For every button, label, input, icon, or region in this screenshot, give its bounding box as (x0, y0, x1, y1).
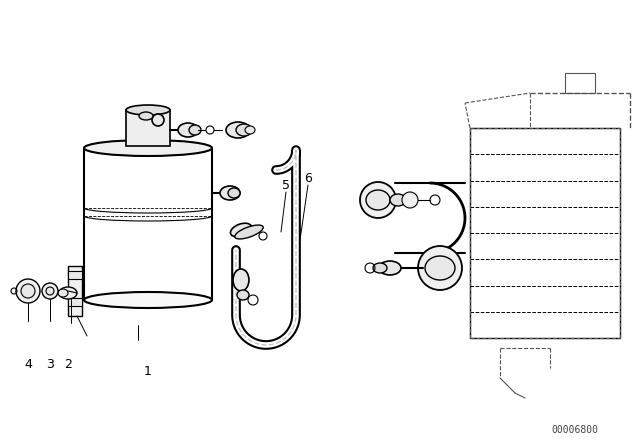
Circle shape (21, 284, 35, 298)
Bar (470, 128, 620, 338)
Ellipse shape (84, 140, 212, 156)
Text: 2: 2 (64, 358, 72, 371)
Ellipse shape (236, 124, 252, 136)
Circle shape (402, 192, 418, 208)
Circle shape (46, 287, 54, 295)
Bar (565, 73, 595, 93)
Ellipse shape (139, 112, 153, 120)
Text: 4: 4 (24, 358, 32, 371)
Text: 6: 6 (304, 172, 312, 185)
Circle shape (360, 182, 396, 218)
Bar (126, 110, 170, 146)
Ellipse shape (84, 292, 212, 308)
Ellipse shape (178, 123, 198, 137)
Ellipse shape (390, 194, 406, 206)
Ellipse shape (228, 188, 240, 198)
Text: 00006800: 00006800 (552, 425, 598, 435)
Text: 3: 3 (46, 358, 54, 371)
Ellipse shape (189, 125, 201, 135)
Circle shape (16, 279, 40, 303)
Ellipse shape (235, 225, 263, 239)
Ellipse shape (373, 263, 387, 273)
Ellipse shape (226, 122, 250, 138)
Ellipse shape (237, 290, 249, 300)
Bar (68, 298, 82, 306)
Ellipse shape (425, 256, 455, 280)
Ellipse shape (230, 223, 252, 237)
Ellipse shape (379, 261, 401, 275)
Ellipse shape (366, 190, 390, 210)
Circle shape (418, 246, 462, 290)
Ellipse shape (233, 269, 249, 291)
Ellipse shape (126, 105, 170, 115)
Bar (68, 266, 82, 316)
Bar (68, 271, 82, 279)
Circle shape (42, 283, 58, 299)
Ellipse shape (59, 287, 77, 299)
Text: 5: 5 (282, 179, 290, 192)
Ellipse shape (245, 126, 255, 134)
Text: 1: 1 (144, 365, 152, 378)
Ellipse shape (220, 186, 240, 200)
Circle shape (152, 114, 164, 126)
Ellipse shape (58, 289, 68, 297)
